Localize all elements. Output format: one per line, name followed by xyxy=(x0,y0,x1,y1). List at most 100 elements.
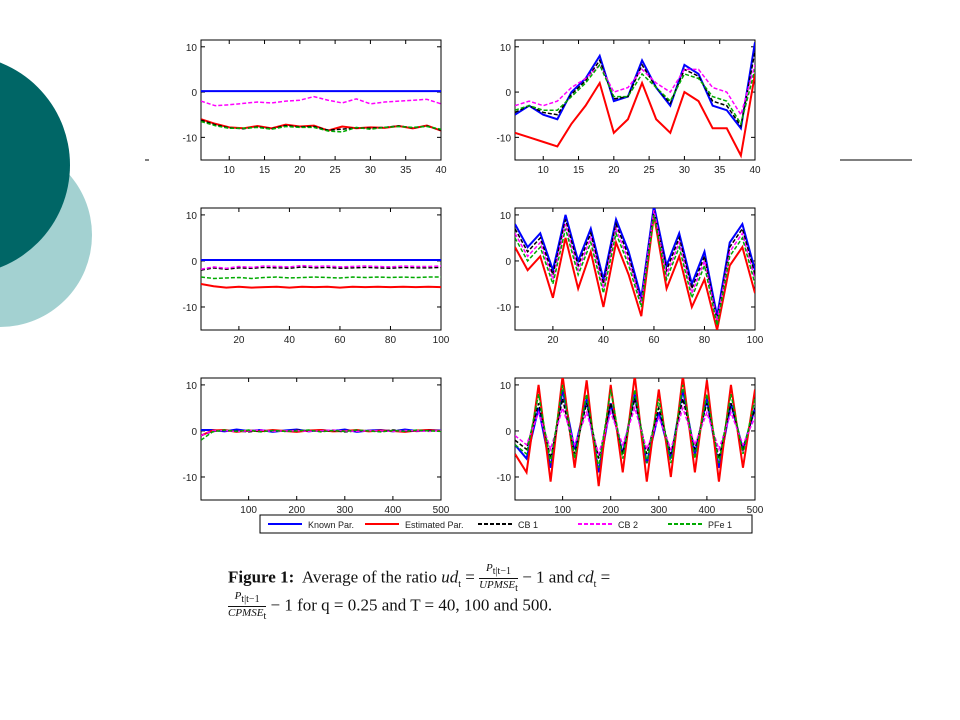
y-tick-label: 10 xyxy=(186,43,198,54)
y-tick-label: 10 xyxy=(500,381,512,392)
caption-math: cd xyxy=(577,567,594,587)
series-line xyxy=(515,378,755,487)
x-tick-label: 100 xyxy=(433,335,450,346)
series-group xyxy=(201,90,441,133)
x-tick-label: 200 xyxy=(602,505,619,516)
caption-math: t xyxy=(515,583,518,595)
series-line xyxy=(201,95,441,107)
series-group xyxy=(201,259,441,289)
legend-label: CB 1 xyxy=(518,520,538,530)
caption-label: Figure 1: xyxy=(228,567,295,587)
x-tick-label: 20 xyxy=(547,335,559,346)
caption-math: = xyxy=(600,567,611,587)
series-group xyxy=(515,42,755,159)
caption-math: t xyxy=(593,578,597,590)
caption-math: P xyxy=(486,562,493,574)
y-tick-label: 0 xyxy=(505,88,511,99)
x-tick-label: 60 xyxy=(648,335,660,346)
caption-text: Average of the ratio xyxy=(301,567,437,587)
series-line xyxy=(201,120,441,133)
caption-math: ud xyxy=(441,567,459,587)
x-tick-label: 100 xyxy=(240,505,257,516)
series-line xyxy=(201,429,441,437)
plot-area xyxy=(200,377,442,501)
series-line xyxy=(201,264,441,270)
caption-math: P xyxy=(234,590,242,602)
legend-label: PFe 1 xyxy=(708,520,732,530)
y-tick-label: 10 xyxy=(500,43,512,54)
series-line xyxy=(201,119,441,131)
x-tick-label: 200 xyxy=(288,505,305,516)
plot-area xyxy=(200,207,442,331)
caption-math: CPMSEt xyxy=(228,606,267,623)
legend-label: CB 2 xyxy=(618,520,638,530)
caption-line: Figure 1: Average of the ratio udt = Pt|… xyxy=(228,562,610,595)
x-tick-label: 25 xyxy=(330,165,342,176)
series-line xyxy=(201,282,441,289)
caption-math: t|t−1 xyxy=(492,566,511,578)
x-tick-label: 35 xyxy=(400,165,412,176)
series-line xyxy=(201,266,441,271)
y-tick-label: -10 xyxy=(497,133,512,144)
x-tick-label: 25 xyxy=(644,165,656,176)
x-tick-label: 20 xyxy=(233,335,245,346)
x-tick-label: 80 xyxy=(385,335,397,346)
caption-math: UPMSEt xyxy=(479,578,518,595)
series-line xyxy=(515,73,755,159)
series-group xyxy=(515,208,755,330)
y-tick-label: -10 xyxy=(497,473,512,484)
caption-math: Pt|t−1 xyxy=(234,590,260,605)
caption-math: UPMSE xyxy=(479,579,516,592)
x-tick-label: 30 xyxy=(679,165,691,176)
x-tick-label: 40 xyxy=(435,165,447,176)
plot-area xyxy=(200,39,442,161)
x-tick-label: 20 xyxy=(608,165,620,176)
fraction: Pt|t−1 UPMSEt xyxy=(479,562,518,595)
caption-math: t xyxy=(263,611,267,623)
series-line xyxy=(201,429,441,441)
y-tick-label: -10 xyxy=(183,473,198,484)
x-tick-label: 500 xyxy=(747,505,764,516)
series-line xyxy=(515,210,755,321)
caption-text: − 1 for q = 0.25 and T = 40, 100 and 500… xyxy=(270,595,553,615)
series-line xyxy=(515,63,755,117)
series-line xyxy=(515,210,755,321)
x-tick-label: 300 xyxy=(336,505,353,516)
caption-line: Pt|t−1 CPMSEt − 1 for q = 0.25 and T = 40… xyxy=(228,590,552,623)
x-tick-label: 15 xyxy=(573,165,585,176)
series-line xyxy=(515,208,755,317)
x-tick-label: 60 xyxy=(334,335,346,346)
caption-math: t xyxy=(458,578,462,590)
x-tick-label: 40 xyxy=(598,335,610,346)
x-tick-label: 10 xyxy=(538,165,550,176)
y-tick-label: -10 xyxy=(183,303,198,314)
x-tick-label: 30 xyxy=(365,165,377,176)
x-tick-label: 15 xyxy=(259,165,271,176)
series-group xyxy=(515,378,755,487)
legend-label: Estimated Par. xyxy=(405,520,464,530)
y-tick-label: 0 xyxy=(191,257,197,268)
x-tick-label: 40 xyxy=(749,165,761,176)
y-tick-label: 0 xyxy=(505,427,511,438)
series-line xyxy=(201,276,441,280)
x-tick-label: 100 xyxy=(554,505,571,516)
series-line xyxy=(515,63,755,126)
series-line xyxy=(515,214,755,326)
y-tick-label: -10 xyxy=(497,303,512,314)
legend-label: Known Par. xyxy=(308,520,354,530)
y-tick-label: 10 xyxy=(186,381,198,392)
decor-circle-dark xyxy=(0,62,70,268)
series-group xyxy=(201,428,441,441)
y-tick-label: -10 xyxy=(183,133,198,144)
series-line xyxy=(515,384,755,468)
x-tick-label: 500 xyxy=(433,505,450,516)
x-tick-label: 400 xyxy=(385,505,402,516)
x-tick-label: 400 xyxy=(699,505,716,516)
series-line xyxy=(515,51,755,128)
x-tick-label: 300 xyxy=(650,505,667,516)
x-tick-label: 10 xyxy=(224,165,236,176)
caption-text: − 1 and xyxy=(522,567,574,587)
y-tick-label: 0 xyxy=(505,257,511,268)
